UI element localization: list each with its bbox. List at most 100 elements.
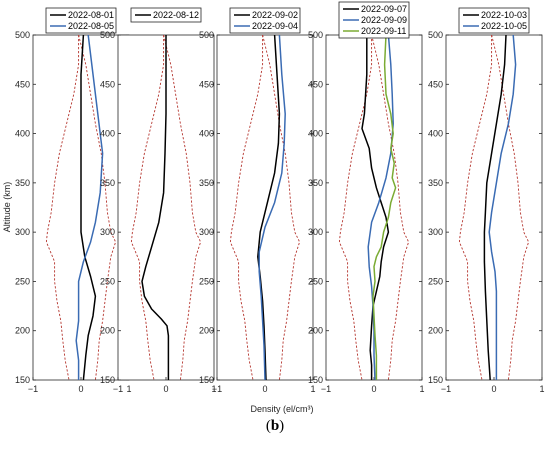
y-axis-label: Altitude (km) [2,182,12,233]
y-tick-label: 150 [100,375,115,385]
y-tick-label: 400 [199,129,214,139]
series-group [130,35,202,380]
bound-line [371,35,410,380]
x-tick-label: 0 [262,384,267,394]
y-tick-label: 350 [428,178,443,188]
bound-line [229,35,264,380]
x-tick-label: −1 [113,384,123,394]
y-tick-label: 200 [308,326,323,336]
y-tick-label: 400 [100,129,115,139]
x-tick-label: 1 [539,384,544,394]
y-tick-label: 250 [308,276,323,286]
y-tick-label: 150 [199,375,214,385]
x-tick-label: 0 [371,384,376,394]
y-tick-label: 200 [15,326,30,336]
bound-line [491,35,530,380]
series-line-2022-08-12 [141,35,170,380]
legend-entry: 2022-09-07 [361,4,407,14]
y-tick-label: 300 [100,227,115,237]
legend-entry: 2022-10-03 [481,10,527,20]
series-group [229,35,301,380]
legend-entry: 2022-08-01 [68,10,114,20]
series-group [458,35,530,380]
y-tick-label: 500 [100,30,115,40]
caption-open: ( [265,418,271,434]
y-tick-label: 450 [100,79,115,89]
y-tick-label: 300 [308,227,323,237]
legend-box [45,7,117,34]
subplot-2: 150 200 250 300 350 400 450 500 −1 0 1 2022-08-12 [100,7,217,394]
series-line-2022-09-07 [361,35,390,380]
y-tick-label: 450 [199,79,214,89]
x-tick-label: 0 [163,384,168,394]
series-line-2022-09-04 [258,35,286,380]
legend-box [229,7,301,34]
series-group [338,35,410,380]
y-tick-label: 400 [15,129,30,139]
y-tick-label: 500 [308,30,323,40]
x-tick-label: 1 [126,384,131,394]
bound-line [78,35,117,380]
bound-line [45,35,80,380]
y-tick-label: 350 [199,178,214,188]
figure-caption: (b) [0,418,550,435]
y-tick-label: 250 [100,276,115,286]
series-line-2022-09-02 [257,35,281,380]
y-tick-label: 500 [199,30,214,40]
x-tick-label: −1 [28,384,38,394]
y-tick-label: 450 [15,79,30,89]
bound-line [262,35,301,380]
y-tick-label: 200 [199,326,214,336]
y-tick-label: 150 [308,375,323,385]
x-tick-label: 0 [491,384,496,394]
y-tick-label: 150 [15,375,30,385]
x-tick-label: −1 [321,384,331,394]
series-line-2022-10-03 [483,35,507,380]
plot-area [445,34,543,381]
y-tick-label: 350 [15,178,30,188]
x-axis-label: Density (el/cm³) [250,404,313,414]
series-group [45,35,117,380]
y-tick-label: 450 [428,79,443,89]
bound-line [458,35,493,380]
y-tick-label: 300 [15,227,30,237]
plot-area [216,34,314,381]
y-tick-label: 350 [100,178,115,188]
y-tick-label: 300 [428,227,443,237]
legend-entry: 2022-10-05 [481,21,527,31]
y-tick-label: 250 [428,276,443,286]
series-line-2022-10-05 [488,35,517,380]
x-tick-label: 1 [211,384,216,394]
x-tick-label: 1 [310,384,315,394]
y-tick-label: 500 [428,30,443,40]
bound-line [130,35,165,380]
legend-entry: 2022-09-11 [361,26,406,36]
legend-entry: 2022-08-12 [153,10,199,20]
legend-entry: 2022-09-04 [252,21,298,31]
x-tick-label: 1 [419,384,424,394]
x-tick-label: 0 [78,384,83,394]
legend-entry: 2022-09-02 [252,10,298,20]
y-tick-label: 200 [428,326,443,336]
subplot-3: 150 200 250 300 350 400 450 500 −1 0 1 2022-09-0220… [199,7,316,394]
caption-letter: b [270,418,280,434]
legend-entry: 2022-09-09 [361,15,407,25]
y-tick-label: 500 [15,30,30,40]
y-tick-label: 250 [199,276,214,286]
series-line-2022-08-05 [75,35,104,380]
legend-box [458,7,530,34]
y-tick-label: 400 [308,129,323,139]
y-tick-label: 450 [308,79,323,89]
y-tick-label: 200 [100,326,115,336]
y-tick-label: 350 [308,178,323,188]
bound-line [338,35,373,380]
y-tick-label: 150 [428,375,443,385]
y-tick-label: 250 [15,276,30,286]
